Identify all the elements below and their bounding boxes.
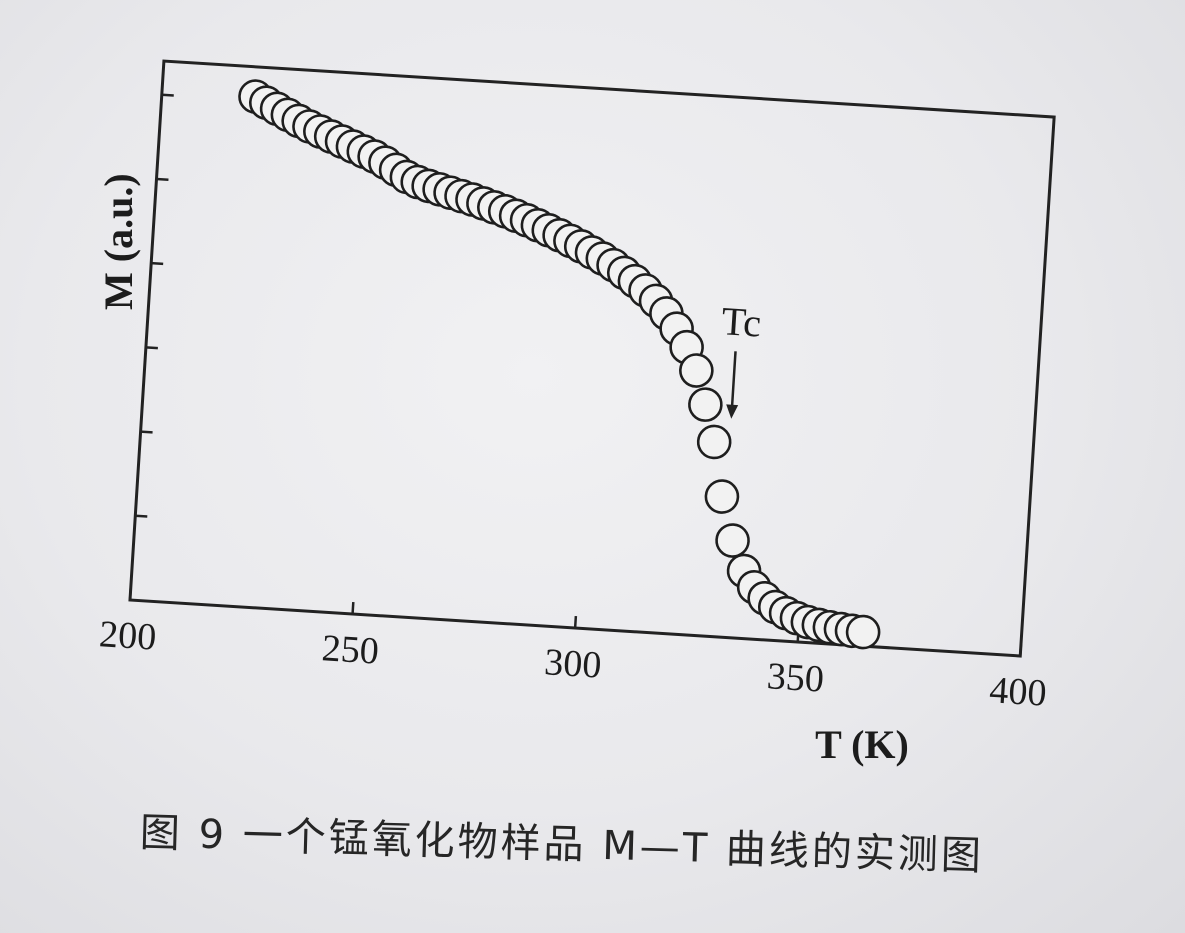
- y-tick: [161, 93, 174, 97]
- y-tick: [135, 514, 148, 518]
- y-tick: [145, 346, 158, 350]
- tc-label: Tc: [720, 298, 762, 345]
- x-tick: [1018, 643, 1023, 657]
- tc-arrow-head: [726, 404, 739, 419]
- x-tick: [573, 615, 578, 629]
- x-tick-label: 350: [766, 655, 826, 700]
- data-point: [704, 479, 740, 514]
- x-tick-label: 300: [543, 641, 603, 686]
- data-point: [715, 523, 750, 558]
- x-tick-label: 400: [988, 669, 1048, 714]
- data-point: [679, 353, 714, 388]
- x-axis-title: T (K): [815, 722, 909, 767]
- y-tick: [151, 261, 164, 266]
- tc-annotation: Tc: [720, 298, 762, 419]
- data-series: [238, 79, 881, 650]
- y-tick: [156, 177, 169, 181]
- x-tick-label: 250: [321, 627, 381, 672]
- x-tick-label: 200: [98, 613, 158, 658]
- data-point: [845, 614, 881, 650]
- data-point: [688, 387, 723, 422]
- y-axis-title: M (a.u.): [96, 173, 141, 310]
- data-point: [696, 424, 732, 460]
- tc-arrow: [730, 351, 737, 409]
- y-tick: [140, 430, 153, 434]
- plot-frame: [128, 59, 1056, 658]
- y-axis: [135, 93, 174, 518]
- x-tick: [351, 601, 355, 615]
- x-tick: [128, 587, 133, 601]
